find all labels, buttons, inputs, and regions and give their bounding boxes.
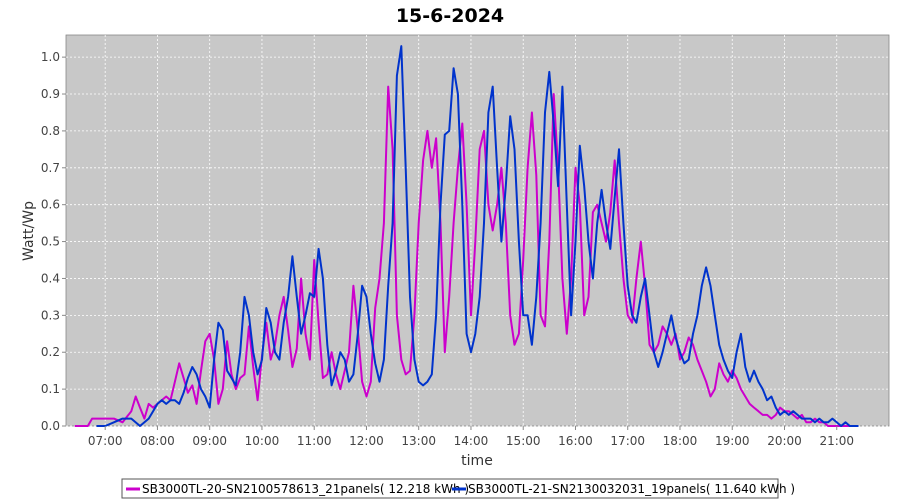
x-tick-label: 17:00 [610, 434, 645, 448]
y-tick-label: 0.4 [41, 271, 60, 285]
x-tick-label: 18:00 [663, 434, 698, 448]
y-tick-label: 0.2 [41, 345, 60, 359]
x-axis-label: time [461, 453, 493, 469]
grid [66, 35, 889, 427]
x-tick-label: 19:00 [715, 434, 750, 448]
x-tick-label: 07:00 [88, 434, 123, 448]
x-tick-label: 09:00 [192, 434, 227, 448]
x-tick-label: 15:00 [506, 434, 541, 448]
x-tick-label: 21:00 [819, 434, 854, 448]
y-tick-label: 0.6 [41, 198, 60, 212]
plot-area [65, 34, 890, 427]
x-tick-label: 14:00 [454, 434, 489, 448]
axes: 0.0 0.1 0.2 0.3 0.4 0.5 0.6 0.7 0.8 0.9 1.0 07:00 08… [41, 50, 854, 448]
y-tick-label: 0.5 [41, 235, 60, 249]
legend: SB3000TL-20-SN2100578613_21panels( 12.21… [121, 478, 795, 499]
y-axis-label: Watt/Wp [21, 201, 37, 261]
x-tick-label: 11:00 [297, 434, 332, 448]
y-tick-label: 0.8 [41, 124, 60, 138]
legend-entry-2: SB3000TL-21-SN2130032031_19panels( 11.64… [468, 482, 795, 496]
x-tick-label: 12:00 [349, 434, 384, 448]
x-tick-label: 08:00 [140, 434, 175, 448]
series-layer [74, 45, 859, 427]
y-tick-label: 0.3 [41, 308, 60, 322]
y-tick-label: 0.0 [41, 419, 60, 433]
x-tick-label: 20:00 [767, 434, 802, 448]
x-tick-label: 16:00 [558, 434, 593, 448]
y-tick-label: 0.1 [41, 382, 60, 396]
x-tick-label: 13:00 [401, 434, 436, 448]
y-tick-label: 1.0 [41, 50, 60, 64]
legend-entry-1: SB3000TL-20-SN2100578613_21panels( 12.21… [142, 482, 469, 496]
chart-title: 15-6-2024 [396, 5, 504, 27]
legend-box [121, 478, 779, 499]
series-line-2 [96, 45, 859, 427]
y-tick-label: 0.9 [41, 87, 60, 101]
y-tick-label: 0.7 [41, 161, 60, 175]
x-tick-label: 10:00 [245, 434, 280, 448]
